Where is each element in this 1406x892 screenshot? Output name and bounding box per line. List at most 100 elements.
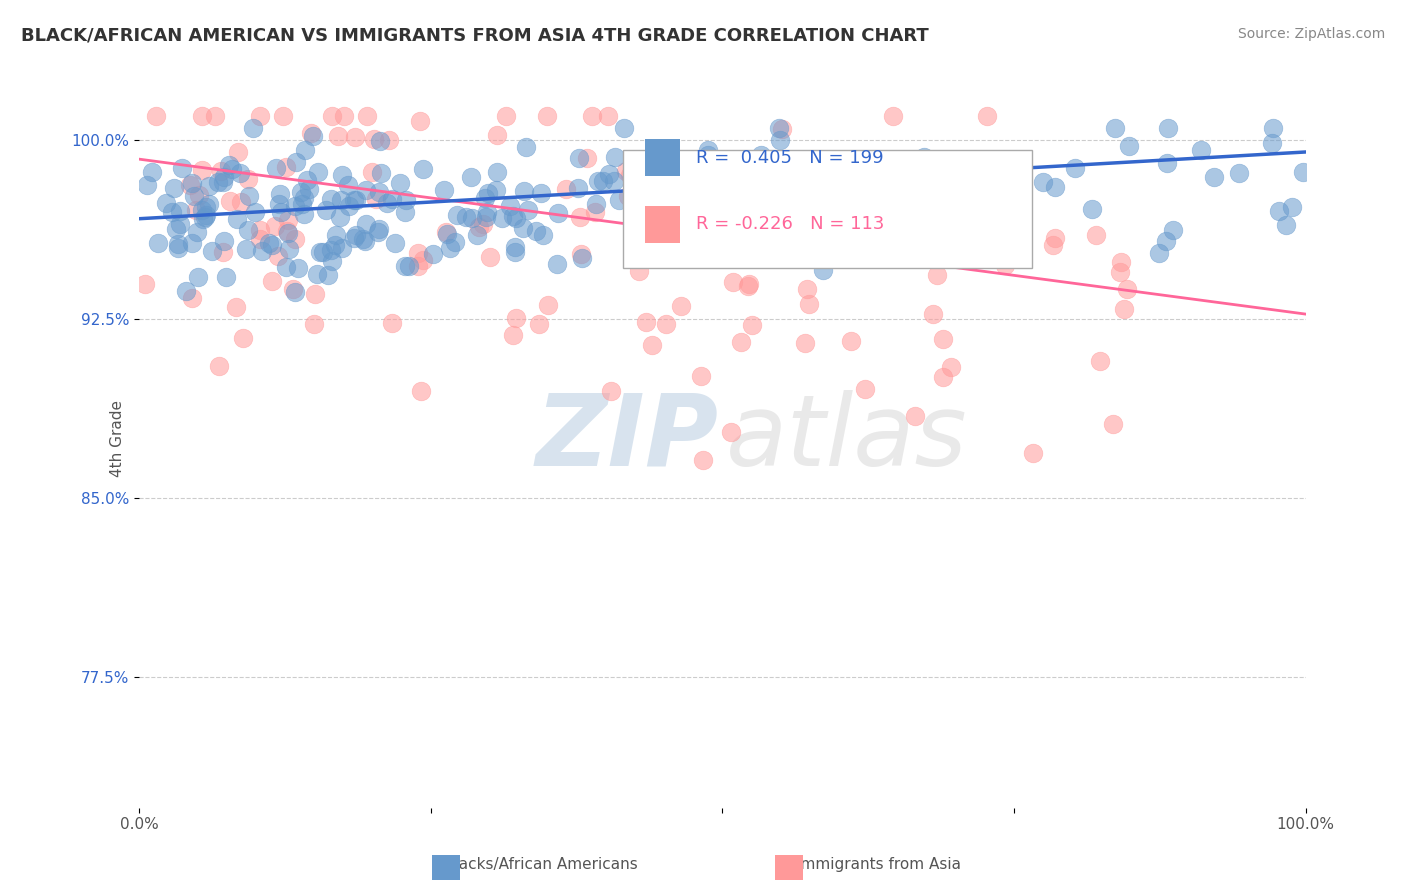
Point	[290, 185, 312, 199]
Point	[344, 193, 367, 207]
Point	[477, 204, 499, 219]
Point	[321, 192, 343, 206]
Point	[536, 298, 558, 312]
Point	[191, 202, 214, 217]
Point	[1268, 203, 1291, 218]
Point	[186, 202, 208, 217]
Point	[287, 260, 309, 275]
Point	[502, 209, 524, 223]
Point	[1118, 139, 1140, 153]
Point	[356, 183, 378, 197]
Point	[262, 238, 284, 252]
Point	[136, 178, 159, 192]
Point	[1156, 155, 1178, 169]
Point	[319, 243, 342, 257]
Point	[354, 217, 377, 231]
Point	[394, 259, 416, 273]
Point	[375, 196, 398, 211]
Point	[263, 219, 285, 234]
Point	[581, 109, 603, 123]
Point	[491, 211, 513, 225]
Point	[768, 133, 790, 147]
Point	[655, 252, 678, 266]
Point	[271, 109, 294, 123]
Point	[696, 143, 718, 157]
Point	[671, 299, 693, 313]
Point	[693, 186, 716, 201]
Point	[627, 264, 650, 278]
Point	[325, 227, 347, 242]
Point	[1292, 165, 1315, 179]
Point	[613, 121, 636, 136]
Point	[713, 171, 735, 186]
Point	[1032, 175, 1054, 189]
Point	[295, 173, 318, 187]
Text: R =  0.405   N = 199: R = 0.405 N = 199	[696, 149, 883, 167]
Point	[515, 140, 537, 154]
Point	[1108, 265, 1130, 279]
Point	[292, 191, 315, 205]
Point	[353, 234, 375, 248]
Point	[225, 300, 247, 314]
Point	[197, 179, 219, 194]
Point	[772, 230, 794, 244]
Point	[1116, 282, 1139, 296]
Point	[232, 331, 254, 345]
Point	[183, 189, 205, 203]
Point	[749, 148, 772, 162]
Point	[567, 181, 589, 195]
Point	[422, 247, 444, 261]
Point	[346, 228, 368, 243]
Point	[330, 241, 353, 255]
Point	[363, 132, 385, 146]
Point	[741, 225, 763, 239]
Point	[180, 235, 202, 250]
Point	[770, 122, 793, 136]
Point	[988, 183, 1011, 197]
Text: atlas: atlas	[725, 390, 967, 487]
Point	[444, 235, 467, 249]
Point	[571, 251, 593, 265]
Point	[191, 212, 214, 227]
Point	[655, 317, 678, 331]
Point	[456, 211, 478, 225]
Text: BLACK/AFRICAN AMERICAN VS IMMIGRANTS FROM ASIA 4TH GRADE CORRELATION CHART: BLACK/AFRICAN AMERICAN VS IMMIGRANTS FRO…	[21, 27, 929, 45]
Point	[165, 221, 187, 235]
Point	[730, 334, 752, 349]
Point	[485, 183, 508, 197]
Point	[569, 210, 592, 224]
Point	[524, 224, 547, 238]
Point	[468, 220, 491, 235]
Point	[605, 150, 627, 164]
Point	[713, 193, 735, 207]
Point	[721, 275, 744, 289]
Point	[1043, 180, 1066, 194]
Point	[367, 225, 389, 239]
Point	[141, 165, 163, 179]
Point	[301, 129, 323, 144]
Point	[304, 317, 326, 331]
Point	[661, 224, 683, 238]
Point	[243, 204, 266, 219]
Point	[763, 175, 786, 189]
Point	[547, 206, 569, 220]
Point	[378, 133, 401, 147]
Point	[277, 226, 299, 240]
Point	[229, 166, 252, 180]
Point	[134, 277, 156, 292]
Text: Immigrants from Asia: Immigrants from Asia	[796, 857, 962, 872]
Point	[536, 109, 558, 123]
Point	[284, 232, 307, 246]
Point	[368, 134, 391, 148]
Point	[607, 193, 630, 207]
Point	[343, 130, 366, 145]
Point	[592, 174, 614, 188]
Point	[720, 425, 742, 439]
Point	[797, 296, 820, 310]
Text: ZIP: ZIP	[536, 390, 718, 487]
Point	[882, 109, 904, 123]
Point	[284, 199, 307, 213]
Point	[201, 244, 224, 258]
Point	[242, 121, 264, 136]
Point	[194, 210, 217, 224]
